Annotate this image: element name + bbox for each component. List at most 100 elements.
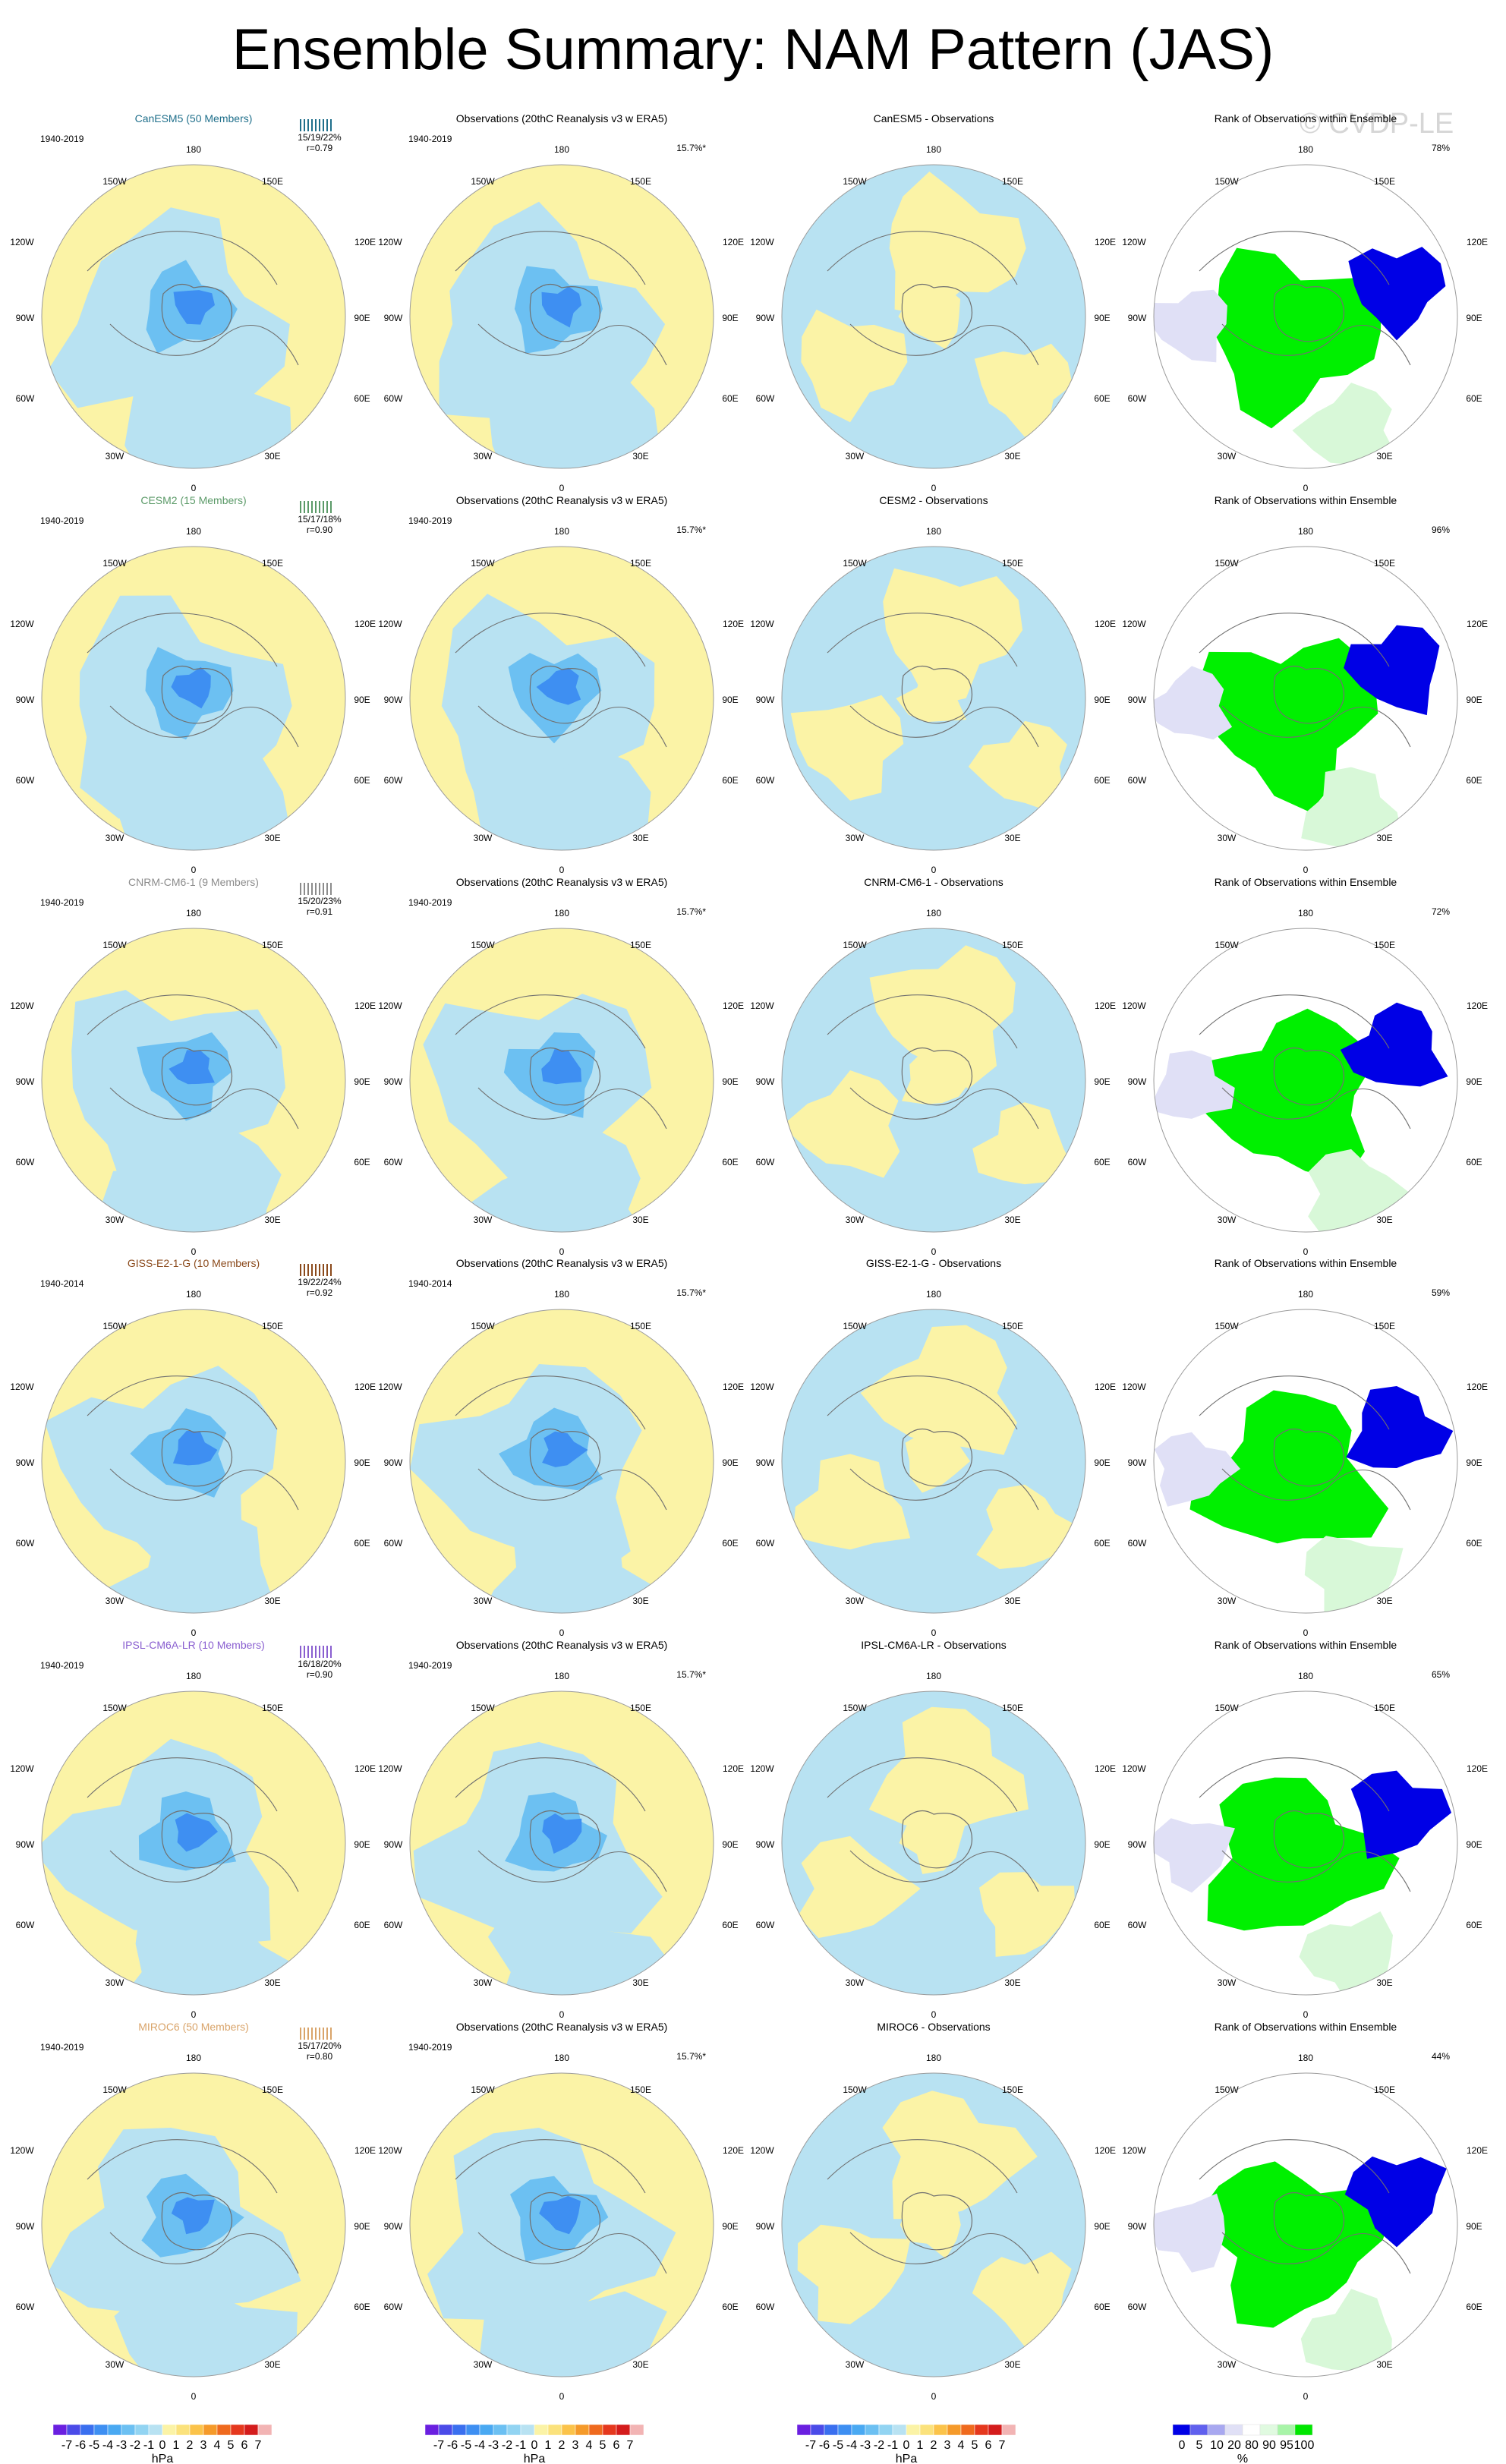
- colorbar-tick-label: -3: [116, 2439, 127, 2452]
- colorbar-swatch: [1172, 2424, 1191, 2436]
- rank-low-region: [1344, 625, 1440, 716]
- colorbar-swatch: [534, 2424, 549, 2436]
- panel-title: Rank of Observations within Ensemble: [1215, 494, 1397, 506]
- colorbar-tick-label: 10: [1210, 2439, 1224, 2452]
- member-tick: [330, 2028, 332, 2040]
- rank-mid-high-region: [1308, 1149, 1412, 1232]
- longitude-label: 120E: [723, 1763, 744, 1774]
- negative-region: [472, 745, 651, 850]
- rank-colorbar: 0 5 10 20 80 90 95 100%: [1172, 2424, 1314, 2464]
- panel-title: CanESM5 - Observations: [874, 112, 994, 124]
- observations-panel: 180 0 150W 150E 120W 120E 90W 90E 60W 60E 30W 30E Ob…: [378, 876, 744, 1257]
- difference-panel: 180 0 150W 150E 120W 120E 90W 90E 60W 60E 30W 30E CN…: [750, 876, 1116, 1257]
- colorbar-swatch: [479, 2424, 494, 2436]
- observations-panel: 180 0 150W 150E 120W 120E 90W 90E 60W 60E 30W 30E Ob…: [378, 112, 744, 493]
- longitude-label: 90W: [16, 1839, 35, 1850]
- longitude-label: 120W: [378, 237, 402, 247]
- longitude-label: 60E: [722, 1920, 738, 1930]
- longitude-label: 120W: [750, 1382, 774, 1392]
- model-stats: 19/22/24%: [298, 1277, 342, 1287]
- colorbar-tick-label: 2: [187, 2439, 194, 2452]
- longitude-label: 0: [559, 865, 565, 875]
- longitude-label: 30W: [1218, 2359, 1237, 2370]
- colorbar-tick-label: -7: [805, 2439, 816, 2452]
- longitude-label: 60E: [354, 1157, 370, 1167]
- longitude-label: 120W: [1122, 1382, 1146, 1392]
- panel-title: Rank of Observations within Ensemble: [1215, 2021, 1397, 2033]
- member-tick: [304, 1264, 305, 1276]
- longitude-label: 60W: [384, 393, 403, 404]
- coastline: [109, 323, 299, 366]
- rank-panel: 180 0 150W 150E 120W 120E 90W 90E 60W 60E 30W 30E Ra…: [1122, 112, 1488, 493]
- longitude-label: 90E: [1094, 695, 1110, 705]
- negative-region: [99, 1123, 282, 1232]
- longitude-label: 60W: [384, 1920, 403, 1930]
- colorbar-swatch: [1242, 2424, 1261, 2436]
- colorbar-swatch: [93, 2424, 109, 2436]
- longitude-label: 60E: [1466, 1538, 1482, 1549]
- coastline: [455, 231, 646, 285]
- longitude-label: 90W: [1128, 695, 1147, 705]
- rank-percent: 44%: [1432, 2051, 1450, 2062]
- negative-center: [169, 1050, 215, 1085]
- rank-low-region: [1340, 1002, 1448, 1087]
- longitude-label: 150E: [1374, 1321, 1395, 1331]
- longitude-label: 120E: [1467, 2145, 1488, 2156]
- rank-mid-low-region: [1154, 1050, 1235, 1119]
- rank-percent: 72%: [1432, 906, 1450, 917]
- map-field: [1154, 165, 1457, 468]
- map-rim: [41, 2072, 346, 2377]
- longitude-label: 150W: [843, 2084, 867, 2095]
- colorbar-tick-label: 5: [1196, 2439, 1203, 2452]
- model-panel: 180 0 150W 150E 120W 120E 90W 90E 60W 60E 30W 30E IP…: [10, 1639, 376, 2020]
- longitude-label: 0: [191, 2391, 197, 2402]
- colorbar-tick-label: 3: [200, 2439, 207, 2452]
- colorbar-tick-label: -4: [474, 2439, 485, 2452]
- panel-title: Rank of Observations within Ensemble: [1215, 1639, 1397, 1651]
- longitude-label: 30E: [1004, 2359, 1020, 2370]
- longitude-label: 30W: [846, 2359, 865, 2370]
- longitude-label: 60W: [16, 393, 35, 404]
- map-field: [782, 2073, 1085, 2377]
- longitude-label: 30E: [1004, 1215, 1020, 1225]
- map-rim: [781, 1690, 1086, 1996]
- longitude-label: 150W: [1215, 176, 1239, 187]
- map-field: [1154, 928, 1457, 1232]
- negative-region: [111, 1892, 309, 1995]
- member-tick: [330, 501, 332, 513]
- colorbar-tick-label: 0: [159, 2439, 166, 2452]
- obs-period: 1940-2019: [408, 1660, 452, 1671]
- coastline: [827, 1375, 1018, 1430]
- member-tick: [300, 119, 301, 131]
- rank-mid-low-region: [1154, 289, 1227, 363]
- map-rim: [41, 1309, 346, 1614]
- colorbar-swatch: [424, 2424, 440, 2436]
- rank-panel: 180 0 150W 150E 120W 120E 90W 90E 60W 60E 30W 30E Ra…: [1122, 1257, 1488, 1638]
- colorbar-tick-label: 20: [1227, 2439, 1241, 2452]
- colorbar-swatch: [1001, 2424, 1016, 2436]
- member-tick: [300, 501, 301, 513]
- longitude-label: 120E: [1095, 1763, 1116, 1774]
- pattern-correlation: r=0.79: [307, 143, 333, 153]
- coastline: [529, 2191, 601, 2251]
- rank-high-region: [1200, 2161, 1394, 2328]
- colorbar-unit: hPa: [524, 2453, 546, 2464]
- panel-period: 1940-2019: [40, 1660, 84, 1671]
- member-tick: [311, 119, 313, 131]
- longitude-label: 30E: [632, 833, 648, 843]
- coastline: [529, 665, 601, 724]
- member-tick: [300, 2028, 301, 2040]
- member-tick: [319, 883, 320, 895]
- rank-panel: 180 0 150W 150E 120W 120E 90W 90E 60W 60E 30W 30E Ra…: [1122, 1639, 1488, 2020]
- longitude-label: 90W: [756, 1839, 775, 1850]
- longitude-label: 120E: [354, 237, 376, 247]
- longitude-label: 90E: [1466, 1839, 1482, 1850]
- colorbar-swatch: [1224, 2424, 1243, 2436]
- rank-panel: 180 0 150W 150E 120W 120E 90W 90E 60W 60E 30W 30E Ra…: [1122, 494, 1488, 875]
- pattern-correlation: r=0.90: [307, 525, 333, 535]
- panel-title: CESM2 - Observations: [879, 494, 988, 506]
- longitude-label: 150E: [1002, 940, 1023, 950]
- colorbar-swatch: [493, 2424, 508, 2436]
